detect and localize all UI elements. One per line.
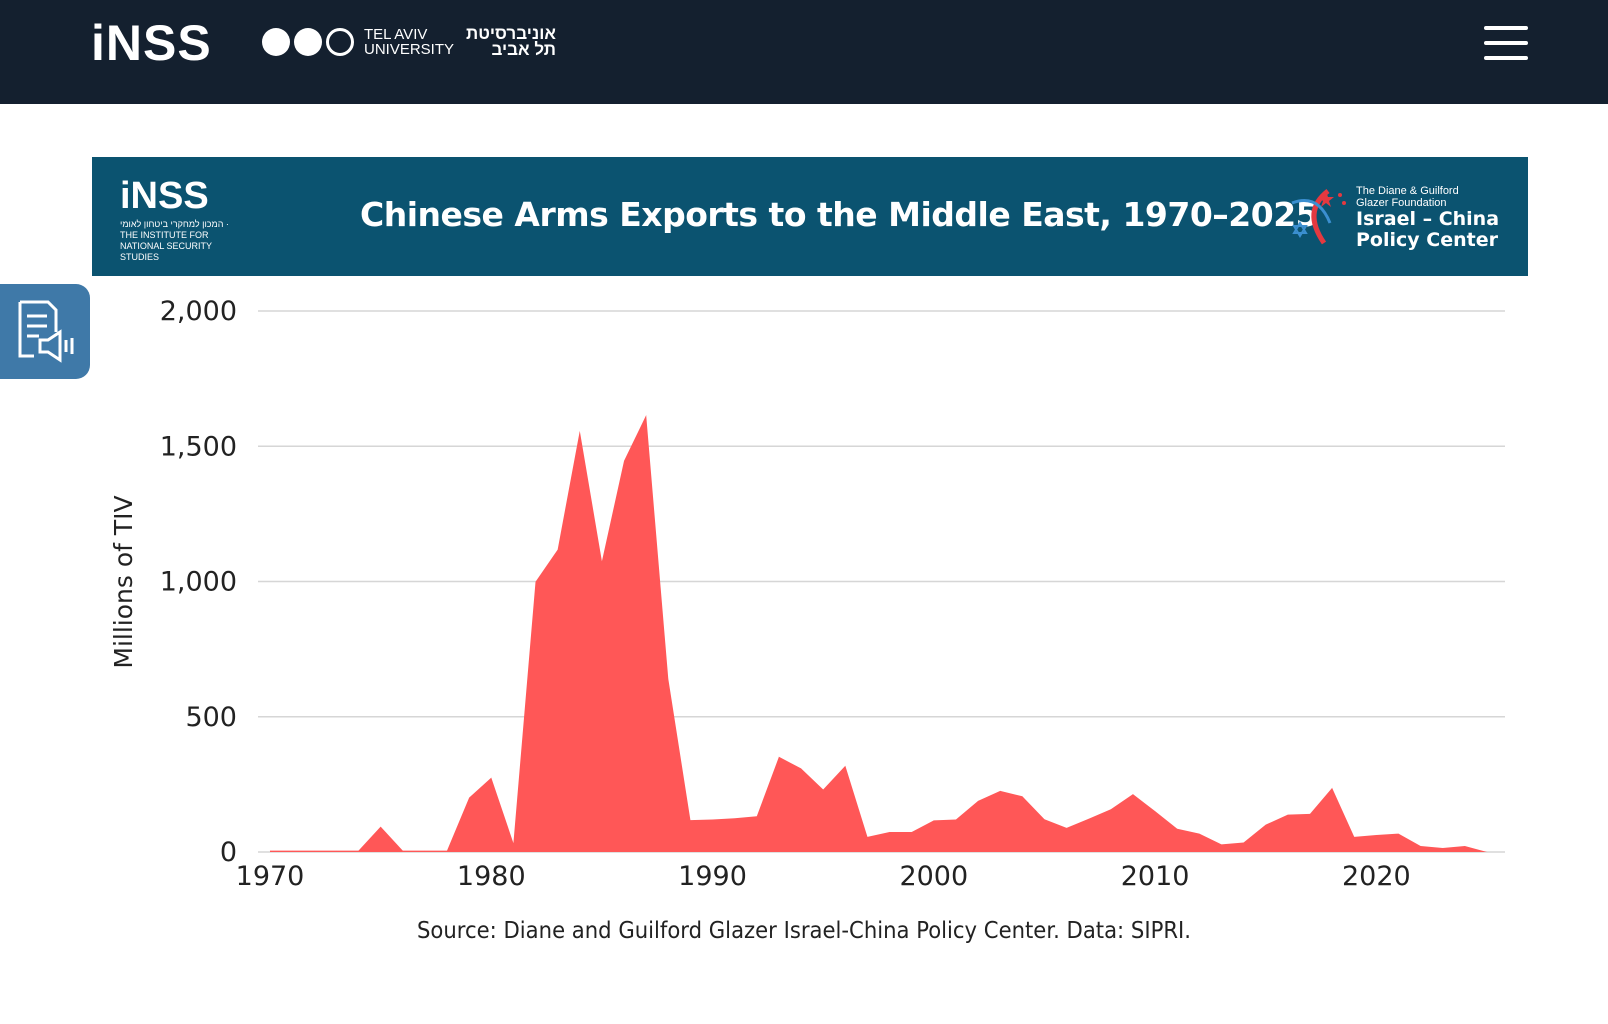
- y-tick-label: 1,500: [160, 431, 237, 462]
- x-tick-label: 1990: [678, 861, 747, 892]
- x-tick-label: 2020: [1342, 861, 1411, 892]
- text-to-speech-icon: [18, 300, 74, 363]
- banner-inss-logo: iNSS: [120, 175, 209, 217]
- area-chart: 0 500 1,000 1,500 2,000 1970 1980 1990 2000 2010 2…: [109, 296, 1505, 892]
- tau-en-line2: UNIVERSITY: [364, 41, 455, 58]
- hamburger-icon: [1484, 26, 1528, 30]
- circle-icon: [294, 28, 322, 56]
- y-axis-label: Millions of TIV: [109, 495, 138, 668]
- x-tick-label: 1980: [457, 861, 526, 892]
- top-navigation-bar: iNSS TEL AVIV UNIVERSITY אוניברסיטת תל אבי…: [0, 0, 1608, 104]
- banner-logo-subtitle: המכון למחקרי ביטחון לאומי · THE INSTITUT…: [120, 219, 229, 262]
- partner-line2: Glazer Foundation: [1356, 197, 1447, 209]
- tau-en-line1: TEL AVIV: [364, 26, 428, 43]
- y-tick-label: 1,000: [160, 567, 237, 598]
- chart-source-note: Source: Diane and Guilford Glazer Israel…: [416, 918, 1192, 944]
- tau-he-line2: תל אביב: [491, 40, 556, 59]
- inss-logo[interactable]: iNSS: [91, 15, 212, 71]
- text-to-speech-button[interactable]: [0, 284, 90, 379]
- hamburger-menu-button[interactable]: [1484, 26, 1528, 60]
- chart-title-banner: iNSS המכון למחקרי ביטחון לאומי · THE INS…: [92, 157, 1528, 276]
- x-tick-label: 1970: [236, 861, 305, 892]
- area-series: [270, 415, 1487, 852]
- y-tick-label: 0: [220, 837, 237, 868]
- x-tick-label: 2000: [899, 861, 968, 892]
- partner-line3: Israel – China: [1356, 208, 1500, 230]
- tel-aviv-university-logo[interactable]: TEL AVIV UNIVERSITY אוניברסיטת תל אביב: [262, 24, 556, 59]
- tau-he-line1: אוניברסיטת: [466, 24, 556, 43]
- y-tick-label: 2,000: [160, 296, 237, 327]
- chart-title: Chinese Arms Exports to the Middle East,…: [360, 195, 1319, 234]
- israel-china-emblem-icon: [1291, 189, 1346, 245]
- partner-line4: Policy Center: [1356, 229, 1498, 251]
- y-tick-label: 500: [185, 702, 237, 733]
- emblem-icon: [262, 28, 290, 56]
- ring-icon: [326, 28, 354, 56]
- partner-line1: The Diane & Guilford: [1356, 185, 1459, 197]
- x-tick-label: 2010: [1121, 861, 1190, 892]
